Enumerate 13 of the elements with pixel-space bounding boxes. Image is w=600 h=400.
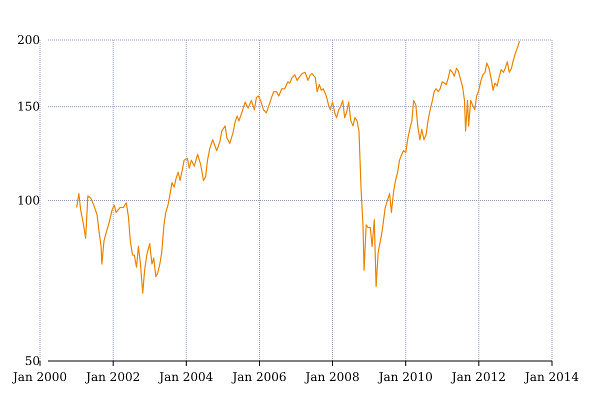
y-tick-label: 50 (24, 354, 40, 368)
x-tick-label: Jan 2014 (522, 370, 580, 384)
x-tick-label: Jan 2008 (304, 370, 360, 384)
x-tick-label: Jan 2004 (157, 370, 214, 384)
y-tick-label: 100 (17, 194, 40, 208)
x-tick-label: Jan 2002 (84, 370, 140, 384)
y-tick-label: 150 (17, 100, 40, 114)
x-tick-label: Jan 2010 (376, 370, 433, 384)
line-series (76, 40, 520, 294)
x-tick-label: Jan 2000 (10, 370, 68, 384)
x-tick-label: Jan 2012 (450, 370, 506, 384)
x-tick-label: Jan 2006 (230, 370, 286, 384)
y-tick-label: 200 (17, 33, 40, 47)
